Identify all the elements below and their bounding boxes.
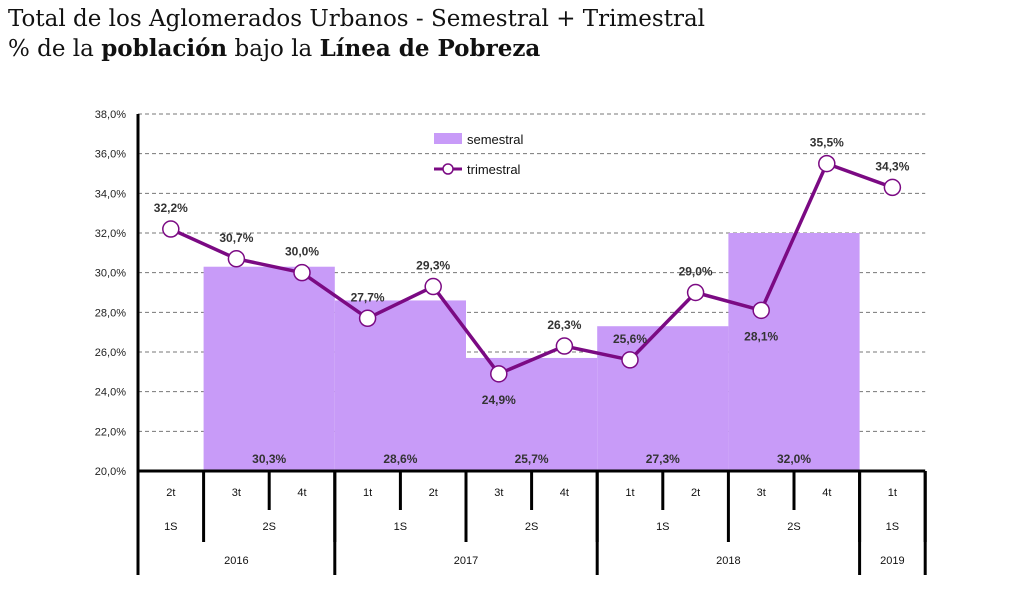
trimestral-point [752,301,770,320]
y-tick-label: 20,0% [95,466,126,478]
quarter-label: 4t [560,487,569,499]
semester-label: 1S [656,521,669,533]
year-label: 2016 [224,555,248,567]
semester-label: 2S [262,521,275,533]
legend-swatch-semestral [434,133,462,144]
semestral-bar [203,266,335,471]
trimestral-data-label: 30,0% [285,245,319,259]
trimestral-data-label: 32,2% [154,201,188,215]
y-tick-label: 26,0% [95,347,126,359]
semestral-bar [334,300,466,471]
trimestral-data-label: 34,3% [875,159,909,173]
title-line-2-part-1: % de la [8,36,102,62]
year-label: 2019 [880,555,904,567]
legend-label-semestral: semestral [467,132,523,147]
trimestral-data-label: 25,6% [613,332,647,346]
semestral-bar-label: 30,3% [252,452,286,466]
quarter-label: 3t [232,487,241,499]
y-tick-label: 36,0% [95,149,126,161]
semestral-bar-label: 27,3% [646,452,680,466]
trimestral-data-label: 24,9% [482,393,516,407]
semester-label: 1S [886,521,899,533]
trimestral-point [818,154,836,173]
quarter-label: 3t [757,487,766,499]
quarter-label: 4t [297,487,306,499]
semestral-bar-label: 25,7% [515,452,549,466]
trimestral-data-label: 27,7% [351,290,385,304]
quarter-label: 3t [494,487,503,499]
chart-title: Total de los Aglomerados Urbanos - Semes… [8,4,705,64]
semestral-bar [728,233,860,471]
title-line-2-part-2: bajo la [227,36,320,62]
trimestral-line [170,161,893,376]
trimestral-data-label: 29,0% [679,265,713,279]
quarter-label: 2t [166,487,175,499]
semester-label: 2S [525,521,538,533]
y-tick-label: 30,0% [95,268,126,280]
trimestral-point [424,277,442,296]
trimestral-point [162,220,180,238]
title-line-2-bold-2: Línea de Pobreza [319,35,541,62]
semestral-bar-label: 32,0% [777,452,811,466]
trimestral-point [490,365,508,383]
trimestral-data-label: 30,7% [219,231,253,245]
legend-marker-trimestral [442,163,454,175]
y-tick-label: 34,0% [95,188,126,200]
trimestral-point [621,351,639,369]
quarter-label: 1t [625,487,634,499]
semester-label: 1S [394,521,407,533]
trimestral-point [555,337,574,355]
trimestral-data-label: 26,3% [547,318,581,332]
year-label: 2017 [454,555,478,567]
trimestral-point [686,283,705,302]
title-line-1: Total de los Aglomerados Urbanos - Semes… [8,6,706,32]
y-tick-label: 38,0% [95,109,126,121]
title-line-2: % de la población bajo la Línea de Pobre… [8,34,705,64]
semestral-bar-label: 28,6% [383,452,417,466]
quarter-label: 2t [429,487,438,499]
trimestral-data-label: 35,5% [810,136,844,150]
y-tick-label: 22,0% [95,426,126,438]
quarter-label: 2t [691,487,700,499]
title-line-2-bold-1: población [101,35,228,62]
y-tick-label: 24,0% [95,387,126,399]
quarter-label: 4t [822,487,831,499]
legend-label-trimestral: trimestral [467,162,521,177]
trimestral-point [358,309,377,328]
year-label: 2018 [716,555,740,567]
semestral-bar [597,326,729,471]
trimestral-point [293,263,311,282]
y-tick-label: 28,0% [95,307,126,319]
semestral-bar [466,357,598,471]
trimestral-point [883,178,902,197]
quarter-label: 1t [363,487,372,499]
semester-label: 2S [787,521,800,533]
quarter-label: 1t [888,487,897,499]
trimestral-data-label: 28,1% [744,329,778,343]
y-tick-label: 32,0% [95,228,126,240]
trimestral-point [227,250,246,268]
semester-label: 1S [164,521,177,533]
trimestral-data-label: 29,3% [416,259,450,273]
